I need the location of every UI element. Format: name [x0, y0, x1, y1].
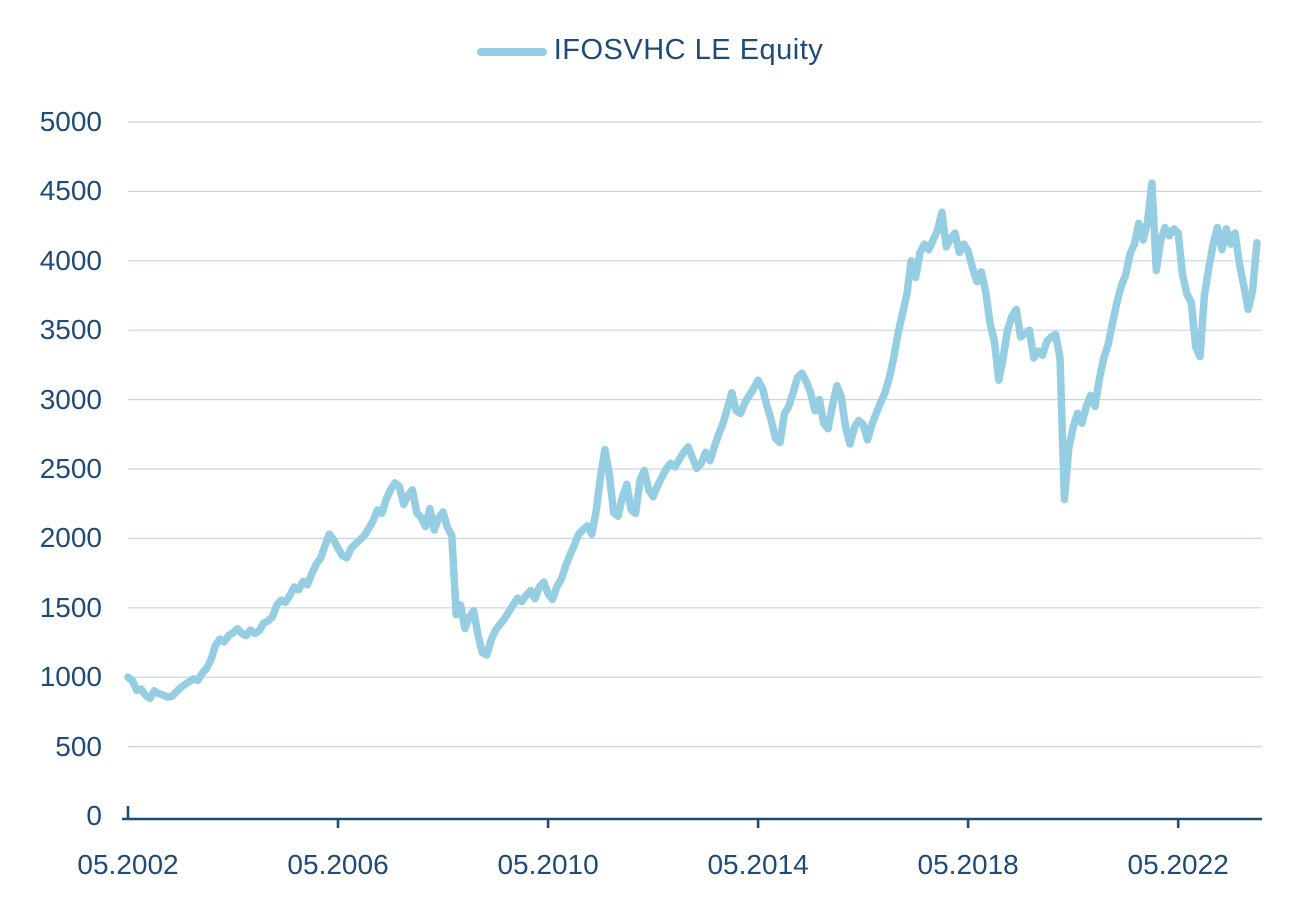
y-tick-label: 2000 [39, 522, 102, 554]
x-tick-label: 05.2006 [287, 849, 389, 880]
x-tick-label: 05.2022 [1127, 849, 1229, 880]
y-tick-label: 1000 [39, 661, 102, 693]
y-tick-label: 2500 [39, 453, 102, 484]
x-tick-label: 05.2002 [77, 849, 179, 880]
equity-line-series [124, 179, 1261, 703]
y-tick-label: 500 [55, 730, 102, 762]
legend-label: IFOSVHC LE Equity [553, 34, 824, 66]
y-tick-label: 4500 [39, 175, 102, 207]
y-tick-label: 5000 [39, 106, 102, 137]
x-tick-label: 05.2010 [497, 849, 599, 880]
x-tick-label: 05.2018 [917, 849, 1019, 880]
x-axis [122, 806, 1262, 828]
gridlines [128, 121, 1262, 748]
y-tick-label: 3000 [39, 383, 102, 415]
legend-line-swatch [476, 47, 547, 56]
y-tick-label: 0 [86, 800, 102, 831]
legend: IFOSVHC LE Equity [0, 36, 1300, 67]
y-tick-label: 4000 [39, 244, 102, 276]
y-tick-label: 3500 [39, 314, 102, 346]
y-tick-label: 1500 [39, 591, 102, 623]
x-tick-label: 05.2014 [707, 849, 809, 880]
